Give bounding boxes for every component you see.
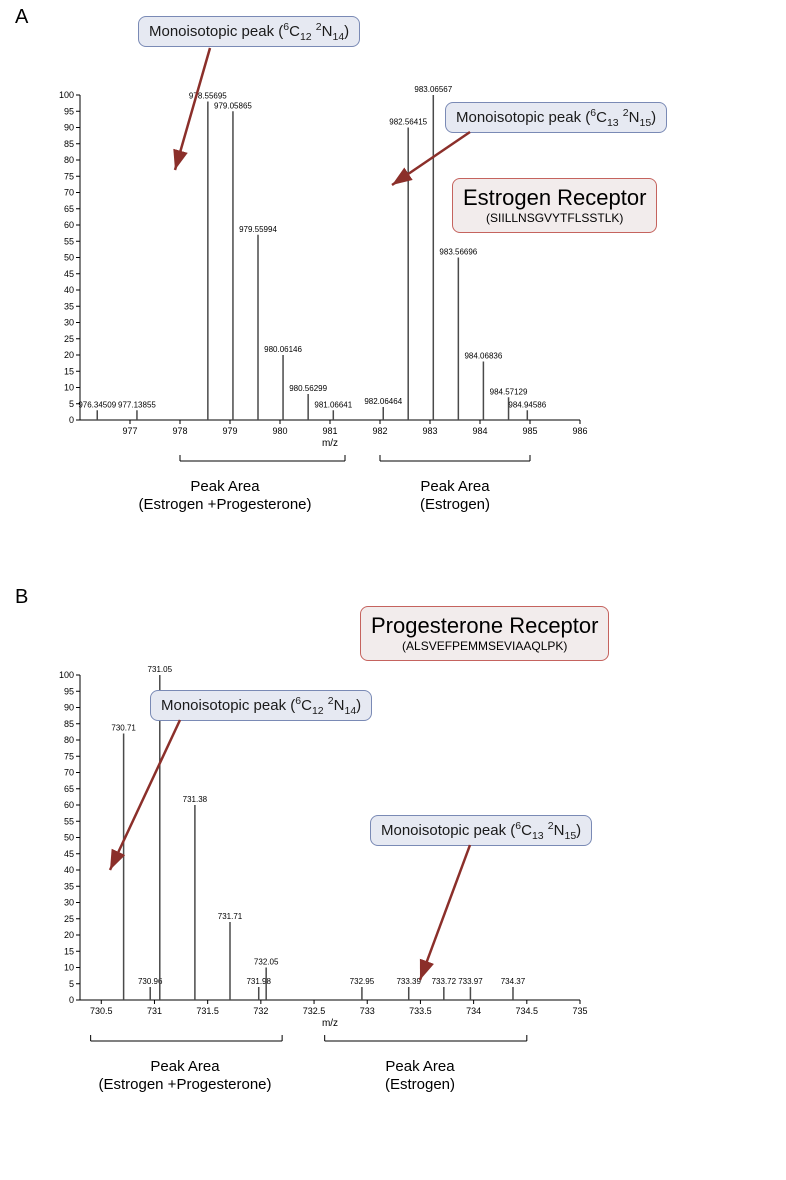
peak-area-1-b: Peak Area (Estrogen +Progesterone) (80, 1058, 290, 1094)
peak-area-2-b: Peak Area (Estrogen) (340, 1058, 500, 1094)
peak-area-1-a-line1: Peak Area (190, 478, 259, 495)
brackets-b (40, 1035, 590, 1055)
peak-area-1-b-line1: Peak Area (150, 1058, 219, 1075)
peak-area-2-b-line2: (Estrogen) (385, 1076, 455, 1093)
figure: A 05101520253035404550556065707580859095… (10, 10, 776, 1150)
peak-area-2-a-line2: (Estrogen) (420, 496, 490, 513)
brackets-a (40, 455, 590, 475)
peak-area-2-b-line1: Peak Area (385, 1058, 454, 1075)
peak-area-2-a-line1: Peak Area (420, 478, 489, 495)
panel-b: B 05101520253035404550556065707580859095… (10, 590, 776, 1150)
peak-area-2-a: Peak Area (Estrogen) (385, 478, 525, 514)
peak-area-1-a-line2: (Estrogen +Progesterone) (138, 496, 311, 513)
peak-area-1-a: Peak Area (Estrogen +Progesterone) (120, 478, 330, 514)
panel-a: A 05101520253035404550556065707580859095… (10, 10, 776, 570)
peak-area-1-b-line2: (Estrogen +Progesterone) (98, 1076, 271, 1093)
